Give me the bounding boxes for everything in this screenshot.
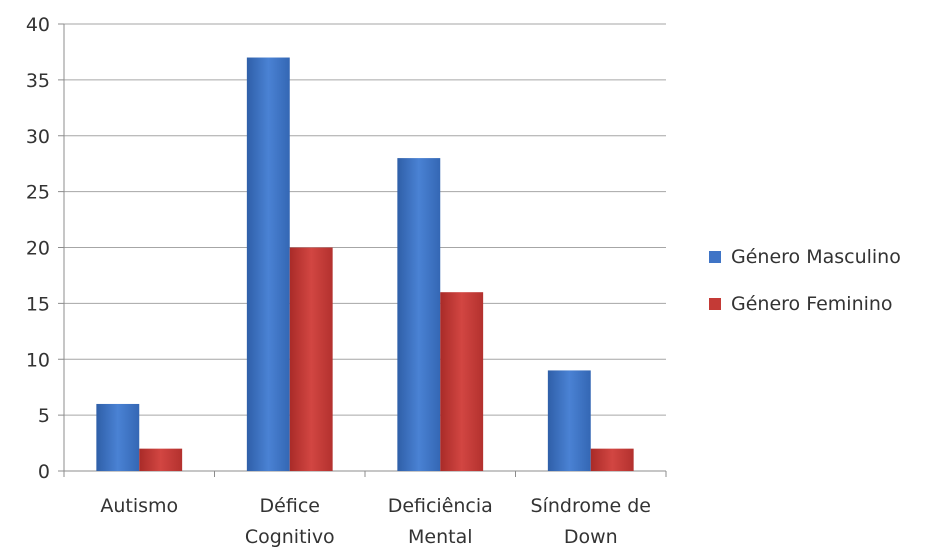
- gridlines: [64, 23, 666, 416]
- bar-masculino: [397, 158, 441, 471]
- legend-swatch: [709, 251, 721, 263]
- legend-label: Género Feminino: [731, 293, 893, 315]
- tick-labels: 0 5 10 15 20 25 30 35 40 Autismo Défice Cognitivo De…: [26, 14, 651, 548]
- y-tick-label: 10: [26, 349, 50, 371]
- legend-swatch: [709, 298, 721, 310]
- y-tick-label: 20: [26, 238, 50, 260]
- bar-feminino: [590, 448, 634, 471]
- legend: Género Masculino Género Feminino: [709, 246, 901, 315]
- x-tick-label: Défice Cognitivo: [245, 495, 335, 548]
- y-tick-label: 30: [26, 126, 50, 148]
- y-tick-label: 25: [26, 182, 50, 204]
- x-tick-label: Deficiência Mental: [388, 495, 493, 548]
- y-tick-label: 40: [26, 14, 50, 36]
- y-tick-label: 0: [38, 461, 50, 483]
- bar-feminino: [289, 247, 333, 471]
- bar-feminino: [440, 292, 484, 471]
- y-tick-label: 5: [38, 405, 50, 427]
- y-tick-label: 15: [26, 293, 50, 315]
- x-tick-label: Autismo: [100, 495, 178, 517]
- x-tick-label: Síndrome de Down: [531, 495, 651, 548]
- bar-masculino: [96, 403, 140, 471]
- bar-masculino: [246, 57, 290, 472]
- bars: [96, 57, 634, 472]
- bar-masculino: [547, 370, 591, 471]
- bar-feminino: [139, 448, 183, 471]
- legend-label: Género Masculino: [731, 246, 901, 268]
- y-tick-label: 35: [26, 70, 50, 92]
